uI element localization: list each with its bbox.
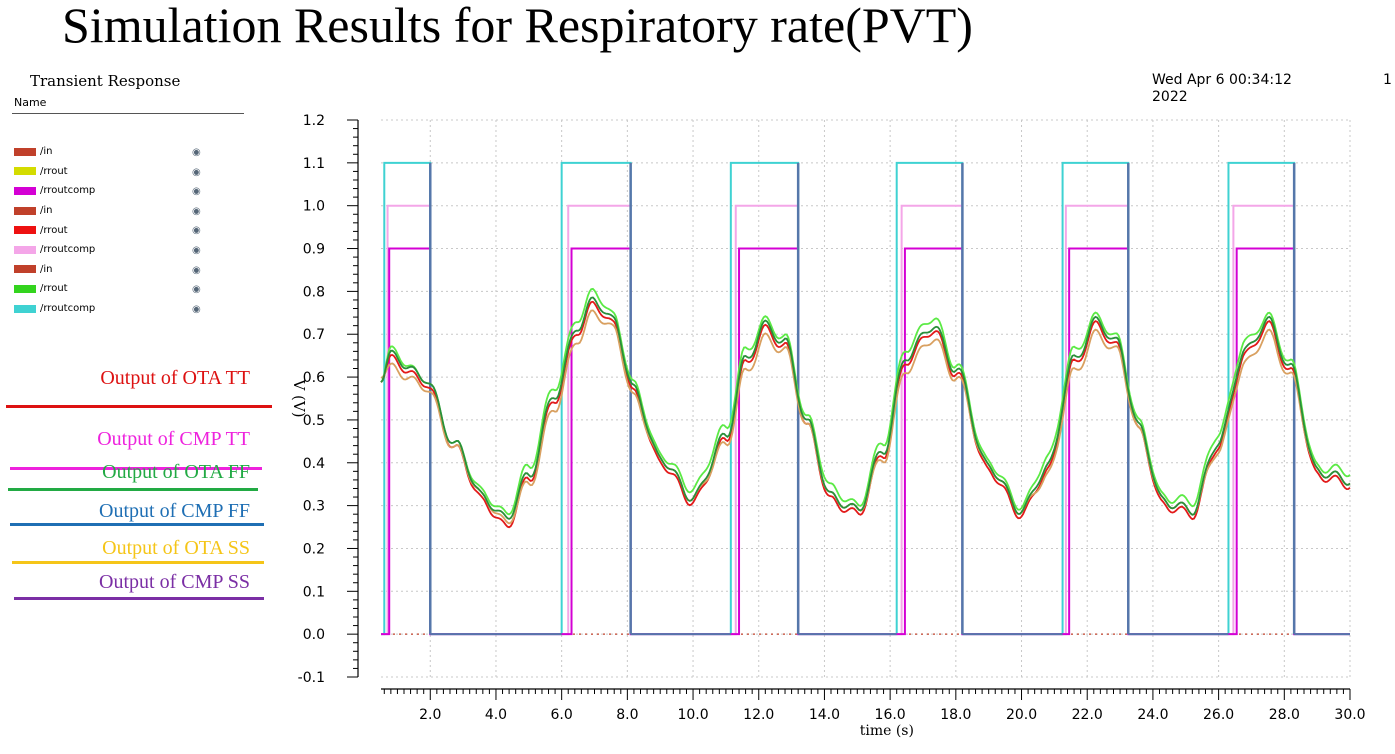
legend-item[interactable]: /rrout ◉ <box>14 162 224 182</box>
slide-title: Simulation Results for Respiratory rate(… <box>62 0 973 53</box>
y-tick-label: 0.9 <box>303 242 325 258</box>
x-tick-label: 10.0 <box>677 707 708 723</box>
date-line-1: Wed Apr 6 00:34:12 <box>1152 72 1292 88</box>
legend-swatch <box>14 245 36 254</box>
x-tick-label: 14.0 <box>809 707 840 723</box>
comparator-pulse-trace <box>381 247 1350 636</box>
legend-swatch <box>14 304 36 313</box>
legend-item[interactable]: /in ◉ <box>14 142 224 162</box>
y-tick-label: 0.0 <box>303 627 325 643</box>
visibility-eye-icon[interactable]: ◉ <box>192 186 201 198</box>
y-tick-label: 0.2 <box>303 541 325 557</box>
ota-output-trace <box>380 287 1351 516</box>
annotation-underline <box>8 488 258 491</box>
x-tick-label: 26.0 <box>1203 707 1234 723</box>
x-tick-label: 4.0 <box>485 707 507 723</box>
visibility-eye-icon[interactable]: ◉ <box>192 225 201 237</box>
x-tick-label: 2.0 <box>419 707 441 723</box>
y-tick-label: 1.2 <box>303 113 325 129</box>
visibility-eye-icon[interactable]: ◉ <box>192 284 201 296</box>
legend-label: /rrout <box>40 165 68 177</box>
legend-item[interactable]: /rrout ◉ <box>14 279 224 299</box>
annotation-label: Output of CMP FF <box>99 500 250 522</box>
legend-item[interactable]: /rroutcomp ◉ <box>14 240 224 260</box>
panel-divider <box>12 113 244 114</box>
legend-label: /in <box>40 263 53 275</box>
legend-swatch <box>14 206 36 215</box>
x-tick-label: 24.0 <box>1137 707 1168 723</box>
annotation-underline <box>12 561 264 564</box>
legend-swatch <box>14 284 36 293</box>
y-tick-label: 0.3 <box>303 499 325 515</box>
legend-item[interactable]: /in ◉ <box>14 260 224 280</box>
annotation-underline <box>6 405 272 408</box>
edge-number: 1 <box>1383 72 1392 88</box>
y-tick-label: 0.1 <box>303 584 325 600</box>
signal-legend: /in ◉/rrout ◉/rroutcomp ◉/in ◉/rrout ◉/rroutc… <box>14 142 224 318</box>
date-line-2: 2022 <box>1152 89 1188 105</box>
annotation-label: Output of OTA FF <box>102 461 250 483</box>
annotation-label: Output of OTA SS <box>102 537 250 559</box>
annotation-underline <box>10 467 262 470</box>
x-tick-label: 18.0 <box>940 707 971 723</box>
y-tick-label: 1.0 <box>303 199 325 215</box>
x-tick-label: 28.0 <box>1269 707 1300 723</box>
visibility-eye-icon[interactable]: ◉ <box>192 264 201 276</box>
annotation-underline <box>14 597 264 600</box>
annotation-label: Output of CMP SS <box>99 571 250 593</box>
x-axis-label: time (s) <box>860 723 914 739</box>
legend-item[interactable]: /in ◉ <box>14 201 224 221</box>
x-tick-label: 6.0 <box>551 707 573 723</box>
legend-label: /rrout <box>40 224 68 236</box>
datestamp: Wed Apr 6 00:34:12 2022 <box>1152 72 1332 106</box>
y-axis-label: V (V) <box>290 378 308 417</box>
annotation-label: Output of OTA TT <box>100 367 250 389</box>
x-tick-label: 8.0 <box>616 707 638 723</box>
legend-swatch <box>14 147 36 156</box>
ota-output-trace <box>380 309 1351 525</box>
y-tick-label: 0.8 <box>303 284 325 300</box>
x-tick-label: 30.0 <box>1334 707 1365 723</box>
x-tick-label: 16.0 <box>875 707 906 723</box>
legend-item[interactable]: /rrout ◉ <box>14 220 224 240</box>
legend-item[interactable]: /rroutcomp ◉ <box>14 299 224 319</box>
panel-title: Transient Response <box>30 72 181 90</box>
y-tick-label: 0.7 <box>303 327 325 343</box>
annotation-underline <box>10 523 264 526</box>
comparator-pulse-trace <box>381 161 1350 636</box>
legend-label: /in <box>40 205 53 217</box>
visibility-eye-icon[interactable]: ◉ <box>192 244 201 256</box>
visibility-eye-icon[interactable]: ◉ <box>192 166 201 178</box>
annotation-label: Output of CMP TT <box>97 428 250 450</box>
x-tick-label: 12.0 <box>743 707 774 723</box>
legend-label: /rrout <box>40 283 68 295</box>
ota-output-trace <box>380 296 1351 520</box>
name-column-header: Name <box>14 96 47 109</box>
legend-item[interactable]: /rroutcomp ◉ <box>14 181 224 201</box>
legend-swatch <box>14 167 36 176</box>
legend-label: /rroutcomp <box>40 244 96 256</box>
y-tick-label: -0.1 <box>298 670 325 686</box>
visibility-eye-icon[interactable]: ◉ <box>192 205 201 217</box>
x-tick-label: 20.0 <box>1006 707 1037 723</box>
y-tick-label: 1.1 <box>303 156 325 172</box>
legend-label: /rroutcomp <box>40 185 96 197</box>
legend-swatch <box>14 265 36 274</box>
y-tick-label: 0.5 <box>303 413 325 429</box>
visibility-eye-icon[interactable]: ◉ <box>192 147 201 158</box>
y-tick-label: 0.4 <box>303 456 325 472</box>
legend-swatch <box>14 186 36 195</box>
x-tick-label: 22.0 <box>1072 707 1103 723</box>
y-tick-label: 0.6 <box>303 370 325 386</box>
legend-label: /in <box>40 146 53 158</box>
visibility-eye-icon[interactable]: ◉ <box>192 303 201 315</box>
legend-label: /rroutcomp <box>40 303 96 315</box>
legend-swatch <box>14 226 36 235</box>
